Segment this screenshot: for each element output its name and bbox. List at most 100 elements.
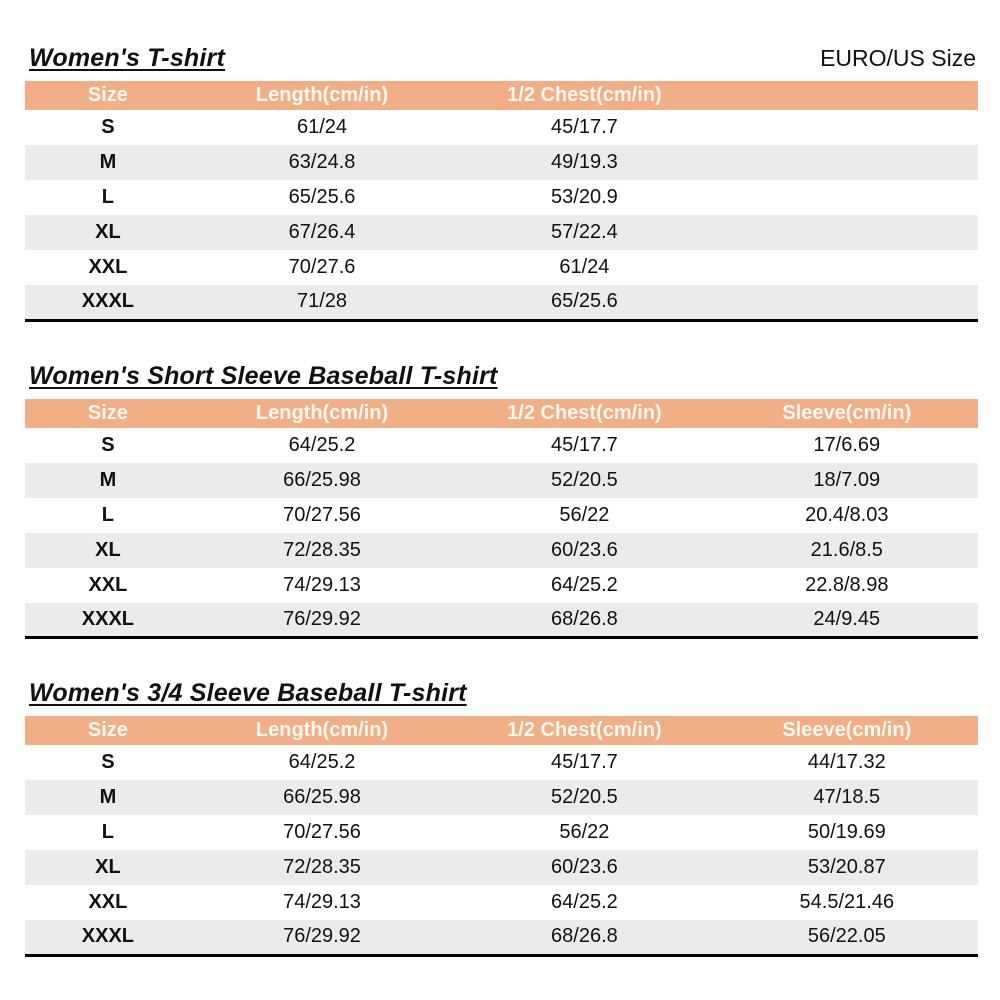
value-cell: 66/25.98 (190, 780, 454, 815)
value-cell: 56/22 (453, 815, 716, 850)
table-row: XXXL 76/29.92 68/26.8 24/9.45 (25, 602, 978, 638)
header-row: Size Length(cm/in) 1/2 Chest(cm/in) Sleeve(… (25, 716, 978, 745)
table-row: M 63/24.8 49/19.3 (25, 145, 978, 180)
value-cell: 22.8/8.98 (715, 567, 978, 603)
value-cell: 56/22 (453, 497, 716, 533)
value-cell: 76/29.92 (190, 602, 454, 638)
value-cell: 50/19.69 (715, 815, 978, 850)
value-cell: 56/22.05 (715, 920, 978, 955)
table-row: S 61/24 45/17.7 (25, 110, 978, 145)
table-title: Women's T-shirt (29, 44, 226, 72)
size-cell: XL (25, 532, 191, 568)
value-cell: 45/17.7 (453, 110, 716, 145)
size-cell: XXXL (25, 920, 191, 955)
size-table: Size Length(cm/in) 1/2 Chest(cm/in) Sleeve(… (25, 716, 978, 957)
column-header: Size (25, 398, 191, 428)
value-cell: 74/29.13 (190, 885, 454, 920)
column-header: Length(cm/in) (190, 81, 454, 110)
table-row: XXL 74/29.13 64/25.2 22.8/8.98 (25, 567, 978, 603)
value-cell: 65/25.6 (190, 180, 454, 215)
value-cell: 74/29.13 (190, 567, 454, 603)
value-cell: 57/22.4 (453, 215, 716, 250)
size-cell: S (25, 745, 191, 780)
column-header: Sleeve(cm/in) (715, 398, 978, 428)
table-row: XL 72/28.35 60/23.6 53/20.87 (25, 850, 978, 885)
euro-us-size-label: EURO/US Size (820, 45, 976, 71)
column-header: 1/2 Chest(cm/in) (453, 81, 716, 110)
value-cell: 71/28 (190, 285, 454, 320)
size-cell: XXL (25, 250, 191, 285)
value-cell: 60/23.6 (453, 532, 716, 568)
size-cell: L (25, 180, 191, 215)
table-row: L 65/25.6 53/20.9 (25, 180, 978, 215)
size-cell: L (25, 497, 191, 533)
size-cell: S (25, 110, 191, 145)
value-cell: 21.6/8.5 (715, 532, 978, 568)
header-row: Size Length(cm/in) 1/2 Chest(cm/in) (25, 81, 978, 110)
table-row: XXL 74/29.13 64/25.2 54.5/21.46 (25, 885, 978, 920)
value-cell: 52/20.5 (453, 780, 716, 815)
value-cell: 67/26.4 (190, 215, 454, 250)
value-cell: 64/25.2 (453, 567, 716, 603)
value-cell: 18/7.09 (715, 462, 978, 498)
value-cell: 45/17.7 (453, 745, 716, 780)
size-cell: XXL (25, 567, 191, 603)
value-cell: 54.5/21.46 (715, 885, 978, 920)
value-cell: 20.4/8.03 (715, 497, 978, 533)
value-cell: 53/20.87 (715, 850, 978, 885)
value-cell: 52/20.5 (453, 462, 716, 498)
size-table-section: Women's T-shirt EURO/US Size Size Length(cm… (25, 44, 978, 322)
value-cell (715, 110, 978, 145)
value-cell: 49/19.3 (453, 145, 716, 180)
size-cell: XL (25, 850, 191, 885)
value-cell (715, 250, 978, 285)
value-cell: 70/27.56 (190, 497, 454, 533)
size-cell: XXXL (25, 602, 191, 638)
size-cell: M (25, 145, 191, 180)
value-cell: 70/27.56 (190, 815, 454, 850)
size-cell: XL (25, 215, 191, 250)
value-cell (715, 145, 978, 180)
value-cell: 64/25.2 (190, 427, 454, 463)
column-header: 1/2 Chest(cm/in) (453, 398, 716, 428)
column-header (715, 81, 978, 110)
table-row: XXL 70/27.6 61/24 (25, 250, 978, 285)
column-header: Sleeve(cm/in) (715, 716, 978, 745)
value-cell (715, 215, 978, 250)
value-cell: 61/24 (453, 250, 716, 285)
value-cell: 64/25.2 (190, 745, 454, 780)
value-cell: 45/17.7 (453, 427, 716, 463)
table-title: Women's 3/4 Sleeve Baseball T-shirt (29, 679, 467, 707)
column-header: Length(cm/in) (190, 398, 454, 428)
table-row: XL 72/28.35 60/23.6 21.6/8.5 (25, 532, 978, 568)
size-table-section: Women's 3/4 Sleeve Baseball T-shirt Size L… (25, 679, 978, 957)
size-cell: XXL (25, 885, 191, 920)
table-title-row: Women's T-shirt EURO/US Size (29, 44, 978, 73)
value-cell: 64/25.2 (453, 885, 716, 920)
column-header: 1/2 Chest(cm/in) (453, 716, 716, 745)
value-cell (715, 180, 978, 215)
size-table-section: Women's Short Sleeve Baseball T-shirt Siz… (25, 362, 978, 639)
value-cell: 72/28.35 (190, 850, 454, 885)
table-row: XXXL 76/29.92 68/26.8 56/22.05 (25, 920, 978, 955)
table-row: S 64/25.2 45/17.7 17/6.69 (25, 427, 978, 463)
value-cell: 66/25.98 (190, 462, 454, 498)
table-row: S 64/25.2 45/17.7 44/17.32 (25, 745, 978, 780)
table-row: L 70/27.56 56/22 50/19.69 (25, 815, 978, 850)
value-cell: 53/20.9 (453, 180, 716, 215)
value-cell: 47/18.5 (715, 780, 978, 815)
value-cell (715, 285, 978, 320)
value-cell: 17/6.69 (715, 427, 978, 463)
column-header: Size (25, 81, 191, 110)
size-chart-sections: Women's T-shirt EURO/US Size Size Length(cm… (25, 44, 978, 957)
size-cell: M (25, 780, 191, 815)
value-cell: 24/9.45 (715, 602, 978, 638)
table-row: XL 67/26.4 57/22.4 (25, 215, 978, 250)
size-cell: M (25, 462, 191, 498)
value-cell: 70/27.6 (190, 250, 454, 285)
value-cell: 63/24.8 (190, 145, 454, 180)
column-header: Size (25, 716, 191, 745)
size-cell: XXXL (25, 285, 191, 320)
value-cell: 65/25.6 (453, 285, 716, 320)
